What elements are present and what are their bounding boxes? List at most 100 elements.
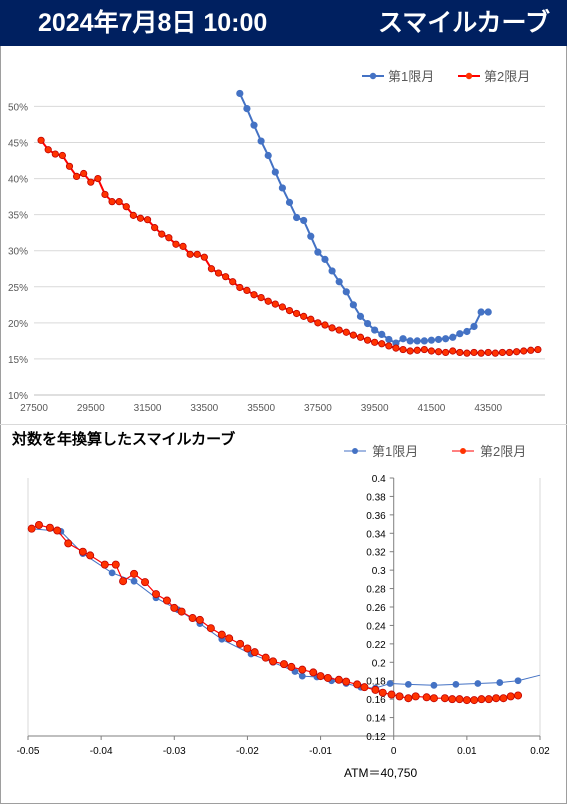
x-tick-label: 0 (391, 746, 397, 757)
data-point (477, 349, 485, 357)
x-tick-label: -0.02 (236, 746, 259, 757)
data-point (269, 657, 278, 666)
data-point (236, 639, 245, 648)
y-tick-label: 0.34 (366, 529, 386, 540)
data-point (534, 345, 542, 354)
data-point (335, 326, 343, 334)
y-tick-label: 0.14 (366, 714, 386, 725)
data-point (353, 680, 362, 689)
y-tick-label: 0.12 (366, 732, 386, 743)
data-point (456, 330, 464, 338)
data-point (53, 526, 62, 535)
data-point (108, 569, 116, 577)
y-tick-label: 0.18 (366, 677, 386, 688)
data-point (513, 348, 521, 356)
data-point (307, 232, 315, 240)
data-point (449, 333, 457, 341)
header-banner: 2024年7月8日 10:00 スマイルカーブ (0, 0, 567, 46)
data-point (206, 624, 215, 633)
data-point (122, 203, 130, 211)
data-point (470, 322, 478, 331)
data-point (27, 524, 36, 533)
y-tick-label: 0.32 (366, 548, 386, 559)
data-point (399, 335, 407, 343)
data-point (514, 677, 522, 685)
data-point (321, 321, 329, 329)
data-point (229, 278, 237, 286)
y-tick-label: 0.28 (366, 585, 386, 596)
data-point (151, 224, 159, 232)
x-tick-label: 37500 (304, 403, 332, 414)
data-point (342, 328, 350, 336)
y-tick-label: 0.22 (366, 640, 386, 651)
data-point (94, 174, 102, 183)
smile-curve-chart: 10% 15% 20% 25% 30% 35% 40% 45% 50% 27500 29500 315… (8, 69, 545, 414)
data-point (101, 190, 109, 199)
data-point (162, 596, 171, 605)
data-point (422, 693, 431, 702)
series-tail (517, 674, 541, 682)
data-point (406, 347, 414, 355)
data-point (151, 590, 160, 599)
data-point (45, 523, 54, 532)
data-point (236, 283, 244, 292)
data-point (87, 178, 95, 186)
data-point (321, 255, 329, 263)
data-point (420, 345, 428, 354)
data-point (307, 315, 315, 323)
data-point (111, 560, 120, 569)
data-point (371, 685, 380, 694)
data-point (385, 342, 393, 350)
data-point (236, 89, 244, 98)
data-point (37, 136, 45, 144)
data-point (427, 347, 436, 355)
y-tick-label: 30% (8, 247, 28, 258)
data-point (484, 695, 493, 704)
data-point (440, 694, 449, 703)
data-point (378, 330, 386, 338)
header-date: 2024年7月8日 10:00 (38, 9, 268, 37)
data-point (514, 691, 523, 700)
data-point (300, 216, 308, 225)
data-point (349, 301, 357, 309)
data-point (217, 630, 226, 639)
data-point (177, 607, 186, 616)
legend-label: 第2限月 (480, 444, 526, 459)
data-point (250, 291, 258, 299)
data-point (484, 308, 492, 316)
data-point (195, 615, 204, 624)
data-point (278, 303, 287, 311)
data-point (64, 539, 73, 548)
data-point (356, 312, 365, 320)
data-point (499, 694, 508, 703)
data-point (463, 349, 471, 357)
x-tick-label: 31500 (134, 403, 162, 414)
data-point (360, 683, 369, 692)
series-line (40, 139, 538, 355)
legend-label: 第2限月 (484, 69, 530, 84)
data-point (309, 668, 318, 677)
data-point (335, 278, 343, 286)
data-point (72, 172, 81, 181)
data-point (506, 692, 515, 701)
data-point (158, 230, 166, 238)
data-point (51, 150, 59, 158)
y-tick-label: 35% (8, 211, 28, 222)
data-point (449, 347, 457, 355)
data-point (387, 690, 396, 699)
data-point (115, 198, 123, 206)
data-point (427, 336, 436, 344)
data-point (165, 234, 173, 242)
data-point (222, 273, 230, 281)
data-point (271, 300, 279, 308)
data-point (136, 214, 145, 222)
data-point (378, 688, 387, 697)
data-point (292, 213, 301, 222)
data-point (498, 348, 507, 357)
data-point (207, 265, 216, 273)
data-point (470, 348, 478, 357)
x-tick-label: 39500 (361, 403, 389, 414)
x-tick-label: -0.03 (163, 746, 186, 757)
data-point (527, 346, 535, 354)
